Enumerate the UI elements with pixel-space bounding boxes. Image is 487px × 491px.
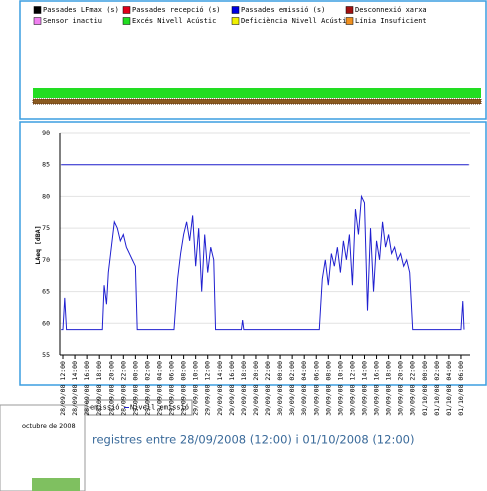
window-title: octubre de 2008 bbox=[22, 422, 76, 430]
y-tick-label: 90 bbox=[42, 129, 50, 137]
legend-swatch bbox=[123, 7, 130, 14]
y-tick-label: 60 bbox=[42, 319, 50, 327]
y-tick-label: 80 bbox=[42, 192, 50, 200]
x-tick-label: 28/09/08 12:00 bbox=[59, 361, 67, 416]
legend-swatch bbox=[232, 18, 239, 25]
legend-swatch bbox=[346, 7, 353, 14]
thumbnail bbox=[32, 478, 80, 491]
status-stripe bbox=[33, 99, 481, 104]
x-tick-label: 01/10/08 06:00 bbox=[457, 361, 465, 416]
y-tick-label: 55 bbox=[42, 351, 50, 359]
y-tick-label: 70 bbox=[42, 256, 50, 264]
screen: octubre de 2008 registres entre 28/09/20… bbox=[0, 0, 487, 491]
legend-swatch bbox=[346, 18, 353, 25]
x-tick-label: 30/09/08 10:00 bbox=[336, 361, 344, 416]
legend-label: Excés Nivell Acústic bbox=[132, 17, 216, 25]
x-tick-label: 30/09/08 12:00 bbox=[348, 361, 356, 416]
legend-swatch bbox=[34, 7, 41, 14]
legend-label: Deficiència Nivell Acústic bbox=[241, 17, 351, 25]
x-tick-label: 30/09/08 16:00 bbox=[373, 361, 381, 416]
legend-label: Línia Insuficient bbox=[355, 17, 427, 25]
chart-panel bbox=[20, 122, 486, 385]
x-tick-label: 30/09/08 08:00 bbox=[324, 361, 332, 416]
x-tick-label: 30/09/08 20:00 bbox=[397, 361, 405, 416]
x-tick-label: 30/09/08 22:00 bbox=[409, 361, 417, 416]
x-tick-label: 30/09/08 18:00 bbox=[385, 361, 393, 416]
x-tick-label: 29/09/08 22:00 bbox=[264, 361, 272, 416]
legend-label: Passades emissió (s) bbox=[241, 6, 325, 14]
legend-label: Passades recepció (s) bbox=[132, 6, 221, 14]
x-tick-label: 29/09/08 16:00 bbox=[228, 361, 236, 416]
status-bar bbox=[33, 88, 481, 98]
x-tick-label: 30/09/08 14:00 bbox=[360, 361, 368, 416]
legend-label: emissió bbox=[90, 404, 120, 412]
x-tick-label: 30/09/08 02:00 bbox=[288, 361, 296, 416]
legend-swatch bbox=[123, 18, 130, 25]
x-tick-label: 29/09/08 14:00 bbox=[216, 361, 224, 416]
page: {"status_legend": [ {"label": "Passades … bbox=[0, 0, 487, 491]
x-tick-label: 01/10/08 00:00 bbox=[421, 361, 429, 416]
x-tick-label: 30/09/08 00:00 bbox=[276, 361, 284, 416]
x-tick-label: 01/10/08 04:00 bbox=[445, 361, 453, 416]
x-tick-label: 29/09/08 12:00 bbox=[204, 361, 212, 416]
x-tick-label: 28/09/08 14:00 bbox=[71, 361, 79, 416]
x-tick-label: 29/09/08 10:00 bbox=[192, 361, 200, 416]
summary: registres entre 28/09/2008 (12:00) i 01/… bbox=[92, 433, 414, 447]
x-tick-label: 29/09/08 20:00 bbox=[252, 361, 260, 416]
x-tick-label: 30/09/08 04:00 bbox=[300, 361, 308, 416]
legend-swatch bbox=[34, 18, 41, 25]
y-tick-label: 75 bbox=[42, 224, 50, 232]
legend-label: Sensor inactiu bbox=[43, 17, 102, 25]
y-axis-label: LAeq [dBA] bbox=[34, 225, 42, 264]
x-tick-label: 29/09/08 18:00 bbox=[240, 361, 248, 416]
legend-swatch bbox=[232, 7, 239, 14]
x-tick-label: 30/09/08 06:00 bbox=[312, 361, 320, 416]
y-tick-label: 65 bbox=[42, 288, 50, 296]
legend-label: Passades LFmax (s) bbox=[43, 6, 119, 14]
legend-label: Nivell emissió bbox=[130, 404, 189, 412]
y-tick-label: 85 bbox=[42, 161, 50, 169]
legend-label: Desconnexió xarxa bbox=[355, 6, 427, 14]
x-tick-label: 01/10/08 02:00 bbox=[433, 361, 441, 416]
